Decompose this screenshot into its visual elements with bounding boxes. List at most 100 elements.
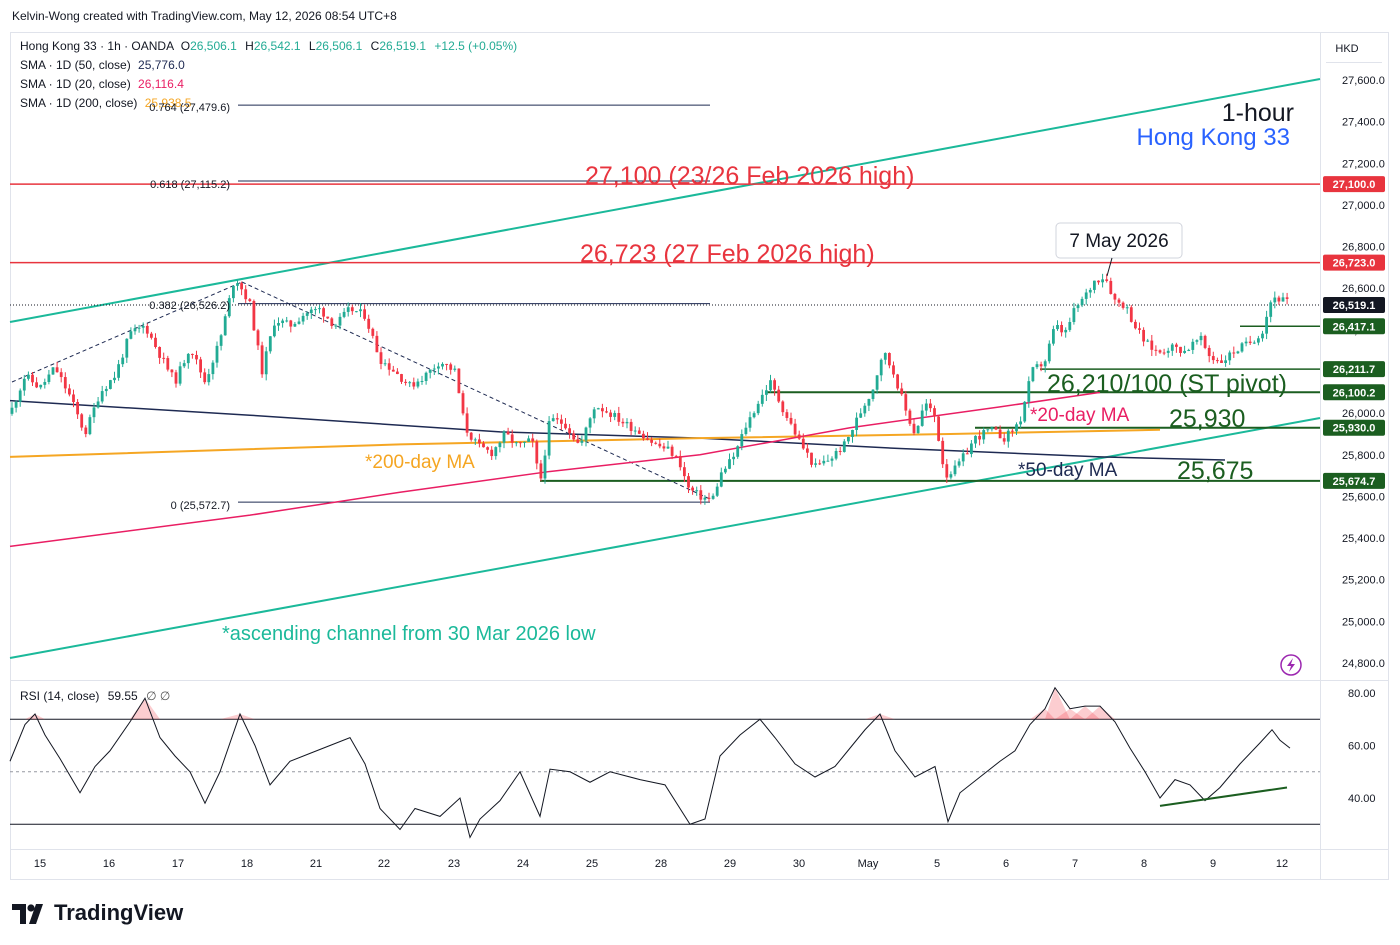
candle-body — [305, 313, 309, 316]
candle-body — [248, 299, 252, 302]
time-tick-label: 18 — [241, 858, 253, 870]
trendline-dashed-down — [241, 281, 713, 501]
candle-body — [1056, 324, 1059, 330]
candle-body — [1187, 349, 1191, 351]
candle-body — [1027, 381, 1031, 402]
candle-body — [199, 359, 202, 373]
rsi-pane[interactable] — [10, 681, 1320, 849]
alert-bolt-icon[interactable] — [1280, 654, 1302, 676]
candle-body — [1228, 352, 1232, 361]
candle-body — [998, 429, 1002, 439]
candle-body — [367, 318, 371, 329]
candle-body — [244, 289, 248, 300]
candle-body — [1060, 324, 1063, 333]
candle-body — [982, 430, 986, 440]
candle-body — [970, 443, 973, 455]
candle-body — [547, 421, 551, 456]
candle-body — [1162, 352, 1166, 354]
candle-body — [822, 460, 826, 464]
rsi-value: 59.55 — [108, 689, 138, 703]
sma200-line — [9, 428, 1161, 458]
horizontal-levels[interactable] — [10, 104, 1320, 503]
candle-body — [793, 423, 797, 435]
ascending-channel[interactable] — [9, 78, 1321, 659]
candle-body — [1011, 430, 1014, 432]
rsi-divergence-line — [1159, 786, 1288, 807]
time-tick-label: 5 — [934, 858, 940, 870]
footer-brand[interactable]: TradingView — [12, 900, 183, 926]
candle-body — [404, 381, 407, 383]
candlestick-series — [10, 273, 1289, 505]
candle-body — [691, 487, 694, 491]
time-tick-label: 29 — [724, 858, 736, 870]
candle-body — [330, 318, 334, 326]
candle-body — [72, 394, 75, 403]
price-tick-label: 27,600.0 — [1342, 75, 1385, 87]
candle-body — [519, 442, 522, 444]
candle-body — [227, 298, 231, 317]
candle-body — [625, 421, 629, 424]
candle-body — [1277, 297, 1281, 302]
sma20-line — [9, 391, 1101, 548]
rsi-overbought-fill — [1085, 706, 1115, 720]
price-pane[interactable] — [10, 32, 1320, 680]
candle-body — [1015, 424, 1018, 432]
candle-body — [806, 448, 809, 453]
candle-body — [564, 423, 567, 429]
price-badge-label: 26,211.7 — [1333, 364, 1375, 376]
candle-body — [1203, 335, 1207, 348]
candle-body — [1220, 360, 1223, 363]
candle-body — [1252, 342, 1256, 344]
candle-body — [555, 418, 559, 420]
legend-change: +12.5 (+0.05%) — [434, 39, 517, 53]
candle-body — [166, 358, 170, 370]
candle-body — [22, 378, 26, 391]
candle-body — [10, 407, 14, 414]
candle-body — [346, 307, 350, 312]
candle-body — [473, 439, 477, 441]
fib-label-0764: 0.764 (27,479.6) — [149, 102, 230, 114]
price-tick-label: 26,800.0 — [1342, 242, 1385, 254]
currency-label[interactable]: HKD — [1335, 43, 1358, 55]
candle-body — [297, 321, 301, 324]
price-badge-bg — [1323, 318, 1385, 335]
candle-body — [785, 412, 789, 418]
price-tick-label: 25,800.0 — [1342, 450, 1385, 462]
legend-sma20-label: SMA · 1D (20, close) — [20, 77, 131, 91]
fib-label-0618: 0.618 (27,115.2) — [150, 179, 230, 191]
candle-body — [1072, 308, 1076, 323]
candle-body — [268, 336, 272, 352]
candle-body — [683, 467, 686, 477]
candle-body — [27, 374, 30, 379]
candle-body — [1191, 341, 1195, 350]
candle-body — [814, 463, 817, 465]
candle-body — [355, 311, 358, 313]
candle-body — [707, 497, 711, 499]
time-axis[interactable]: 15 16 17 18 21 22 23 24 25 28 29 30 May 5 6 7 8 9 12 — [34, 858, 1288, 870]
candle-body — [974, 435, 977, 444]
candle-body — [965, 453, 969, 455]
price-badge-bg — [1323, 297, 1385, 314]
candle-body — [482, 443, 485, 448]
candle-body — [391, 369, 395, 372]
candle-body — [904, 394, 908, 411]
candle-body — [326, 316, 330, 319]
candle-body — [744, 427, 748, 435]
candle-body — [342, 311, 346, 317]
candle-body — [150, 333, 153, 338]
candle-body — [596, 408, 600, 410]
candle-body — [670, 446, 674, 456]
candle-body — [498, 442, 502, 448]
candle-body — [486, 447, 489, 450]
candle-body — [1211, 356, 1215, 361]
fib-label-0382: 0.382 (26,526.2) — [149, 300, 230, 312]
candle-body — [621, 421, 625, 424]
candle-body — [1064, 329, 1068, 333]
candle-body — [113, 377, 116, 381]
legend-sma50-label: SMA · 1D (50, close) — [20, 58, 131, 72]
candle-body — [1068, 322, 1072, 330]
candle-body — [740, 434, 744, 447]
candle-body — [699, 490, 703, 500]
rsi-series — [9, 686, 1320, 839]
